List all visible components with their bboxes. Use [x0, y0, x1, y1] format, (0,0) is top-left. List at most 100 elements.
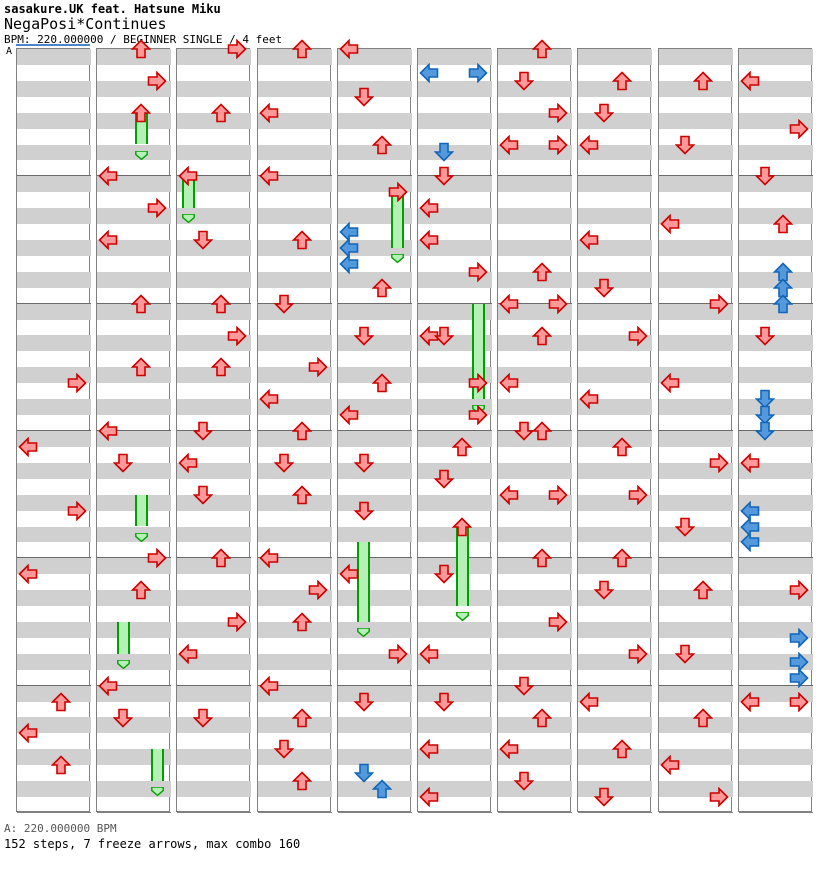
note-arrow-left-red[interactable]: [419, 230, 439, 250]
note-arrow-up-red[interactable]: [692, 580, 713, 600]
note-arrow-left-red[interactable]: [499, 293, 519, 314]
note-arrow-left-blue[interactable]: [339, 253, 359, 274]
measure-column-4[interactable]: [256, 39, 332, 813]
measure-column-3[interactable]: [176, 39, 252, 813]
note-arrow-left-red[interactable]: [740, 452, 760, 473]
note-arrow-up-red[interactable]: [371, 373, 392, 393]
note-arrow-left-red[interactable]: [339, 564, 359, 585]
note-arrow-up-red[interactable]: [612, 71, 633, 91]
note-arrow-left-red[interactable]: [178, 166, 198, 187]
note-arrow-down-red[interactable]: [674, 135, 695, 155]
note-arrow-up-red[interactable]: [692, 707, 713, 728]
note-arrow-down-blue[interactable]: [754, 405, 775, 425]
measure-column-9[interactable]: [657, 48, 733, 813]
note-arrow-down-red[interactable]: [434, 166, 454, 186]
note-arrow-left-red[interactable]: [98, 675, 118, 696]
note-arrow-left-red[interactable]: [258, 389, 279, 410]
note-arrow-up-red[interactable]: [612, 739, 633, 759]
note-arrow-up-red[interactable]: [612, 548, 633, 568]
note-arrow-right-red[interactable]: [67, 500, 87, 521]
note-arrow-up-red[interactable]: [532, 325, 553, 346]
note-arrow-right-red[interactable]: [147, 70, 167, 91]
note-arrow-right-red[interactable]: [548, 484, 568, 505]
freeze-arrow-body[interactable]: [181, 176, 195, 209]
note-arrow-right-red[interactable]: [308, 580, 328, 601]
note-arrow-up-red[interactable]: [291, 771, 312, 791]
note-arrow-up-red[interactable]: [452, 437, 472, 457]
note-arrow-right-red[interactable]: [789, 580, 809, 601]
note-arrow-left-red[interactable]: [258, 548, 279, 569]
note-arrow-right-red[interactable]: [709, 293, 729, 314]
note-arrow-left-red[interactable]: [579, 230, 599, 250]
note-arrow-down-red[interactable]: [113, 708, 134, 728]
note-arrow-left-red[interactable]: [499, 373, 519, 394]
note-arrow-down-red[interactable]: [353, 87, 374, 107]
note-arrow-up-red[interactable]: [452, 516, 472, 537]
note-arrow-left-red[interactable]: [419, 787, 439, 808]
note-arrow-right-red[interactable]: [468, 405, 488, 426]
note-arrow-up-red[interactable]: [211, 357, 232, 377]
note-arrow-up-red[interactable]: [51, 691, 71, 712]
measure-column-6[interactable]: [417, 48, 492, 813]
note-arrow-down-red[interactable]: [434, 469, 454, 489]
freeze-arrow-body[interactable]: [116, 622, 130, 654]
note-arrow-up-red[interactable]: [131, 294, 152, 314]
note-arrow-down-red[interactable]: [514, 676, 535, 696]
freeze-arrow-body[interactable]: [134, 494, 148, 527]
note-arrow-up-red[interactable]: [532, 421, 553, 441]
note-arrow-left-red[interactable]: [419, 643, 439, 664]
note-arrow-left-red[interactable]: [659, 214, 680, 235]
note-arrow-left-red[interactable]: [339, 39, 359, 59]
note-arrow-right-red[interactable]: [789, 118, 809, 139]
note-arrow-up-red[interactable]: [131, 580, 152, 600]
note-arrow-left-red[interactable]: [499, 134, 519, 155]
note-arrow-down-red[interactable]: [353, 501, 374, 521]
note-arrow-right-red[interactable]: [147, 198, 167, 219]
note-arrow-right-red[interactable]: [388, 182, 408, 203]
note-arrow-down-red[interactable]: [193, 485, 214, 505]
measure-column-8[interactable]: [577, 48, 653, 813]
measure-column-10[interactable]: [737, 48, 813, 813]
note-arrow-left-red[interactable]: [178, 452, 198, 473]
note-arrow-down-red[interactable]: [514, 421, 535, 441]
note-arrow-down-red[interactable]: [754, 326, 775, 346]
note-arrow-left-red[interactable]: [579, 134, 599, 155]
note-arrow-down-red[interactable]: [273, 453, 294, 473]
note-arrow-down-red[interactable]: [674, 644, 695, 664]
note-arrow-right-red[interactable]: [227, 39, 248, 59]
note-arrow-up-red[interactable]: [211, 294, 232, 314]
note-arrow-left-red[interactable]: [178, 643, 198, 664]
note-arrow-down-blue[interactable]: [353, 763, 374, 783]
note-arrow-down-red[interactable]: [514, 771, 535, 791]
note-arrow-down-red[interactable]: [754, 166, 775, 186]
note-arrow-left-red[interactable]: [98, 421, 118, 441]
note-arrow-up-red[interactable]: [291, 421, 312, 441]
note-arrow-left-red[interactable]: [258, 102, 279, 123]
note-arrow-right-red[interactable]: [227, 612, 248, 632]
note-arrow-right-red[interactable]: [628, 484, 649, 505]
note-arrow-right-red[interactable]: [227, 325, 248, 346]
freeze-arrow-body[interactable]: [391, 192, 405, 248]
measure-column-2[interactable]: [96, 39, 172, 813]
note-arrow-up-red[interactable]: [131, 39, 152, 59]
freeze-arrow-body[interactable]: [150, 749, 164, 782]
note-arrow-down-red[interactable]: [594, 103, 615, 123]
note-arrow-up-red[interactable]: [291, 230, 312, 250]
note-arrow-down-red[interactable]: [434, 564, 454, 584]
note-arrow-up-red[interactable]: [291, 707, 312, 728]
note-arrow-right-red[interactable]: [709, 452, 729, 473]
note-arrow-right-red[interactable]: [468, 373, 488, 394]
note-arrow-down-red[interactable]: [113, 453, 134, 473]
note-arrow-down-red[interactable]: [434, 692, 454, 712]
note-arrow-up-blue[interactable]: [772, 294, 793, 314]
note-arrow-up-blue[interactable]: [371, 779, 392, 799]
measure-column-7[interactable]: [497, 39, 573, 813]
note-arrow-right-red[interactable]: [789, 691, 809, 712]
note-arrow-down-blue[interactable]: [754, 389, 775, 409]
note-arrow-down-red[interactable]: [193, 708, 214, 728]
note-arrow-left-red[interactable]: [579, 691, 599, 712]
note-arrow-down-red[interactable]: [193, 230, 214, 250]
measure-column-1[interactable]: [16, 48, 91, 813]
note-arrow-right-red[interactable]: [628, 643, 649, 664]
note-arrow-up-red[interactable]: [772, 214, 793, 234]
